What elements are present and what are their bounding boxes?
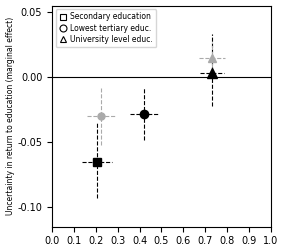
Legend: Secondary education, Lowest tertiary educ., University level educ.: Secondary education, Lowest tertiary edu…	[56, 9, 156, 47]
Y-axis label: Uncertainty in return to education (marginal effect): Uncertainty in return to education (marg…	[6, 17, 14, 215]
